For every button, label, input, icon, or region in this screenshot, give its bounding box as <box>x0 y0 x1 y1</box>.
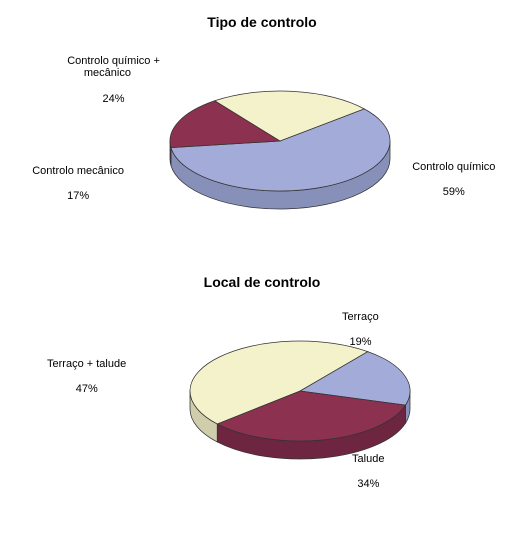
chart1-label-mecanico-pct: 17% <box>67 190 89 202</box>
chart2-label-talude-pct: 34% <box>357 478 379 490</box>
chart1-label-mecanico-text: Controlo mecânico <box>32 165 124 177</box>
chart-local-de-controlo: Local de controlo Terraço 19% Talude 34%… <box>0 260 524 520</box>
chart1-label-quimico: Controlo químico 59% <box>400 148 495 211</box>
chart1-label-quim-mec-pct: 24% <box>103 93 125 105</box>
chart2-label-terraco-text: Terraço <box>342 311 379 323</box>
chart1-title: Tipo de controlo <box>0 0 524 30</box>
chart2-label-terraco-talude: Terraço + talude 47% <box>35 345 126 408</box>
chart1-label-mecanico: Controlo mecânico 17% <box>20 152 124 215</box>
chart1-label-quimico-pct: 59% <box>443 186 465 198</box>
chart2-label-talude: Talude 34% <box>340 440 384 503</box>
chart2-label-talude-text: Talude <box>352 453 384 465</box>
chart2-label-terraco-talude-text: Terraço + talude <box>47 358 126 370</box>
chart2-label-terraco: Terraço 19% <box>330 298 379 361</box>
chart2-title: Local de controlo <box>0 260 524 290</box>
chart1-label-quim-mec: Controlo químico + mecânico 24% <box>55 42 160 118</box>
chart1-label-quimico-text: Controlo químico <box>412 161 495 173</box>
chart2-pie <box>150 320 450 470</box>
chart-tipo-de-controlo: Tipo de controlo Controlo químico 59% Co… <box>0 0 524 250</box>
chart1-pie <box>130 70 430 220</box>
chart2-label-terraco-pct: 19% <box>349 336 371 348</box>
chart2-label-terraco-talude-pct: 47% <box>76 383 98 395</box>
chart1-label-quim-mec-text: Controlo químico + mecânico <box>67 55 160 80</box>
